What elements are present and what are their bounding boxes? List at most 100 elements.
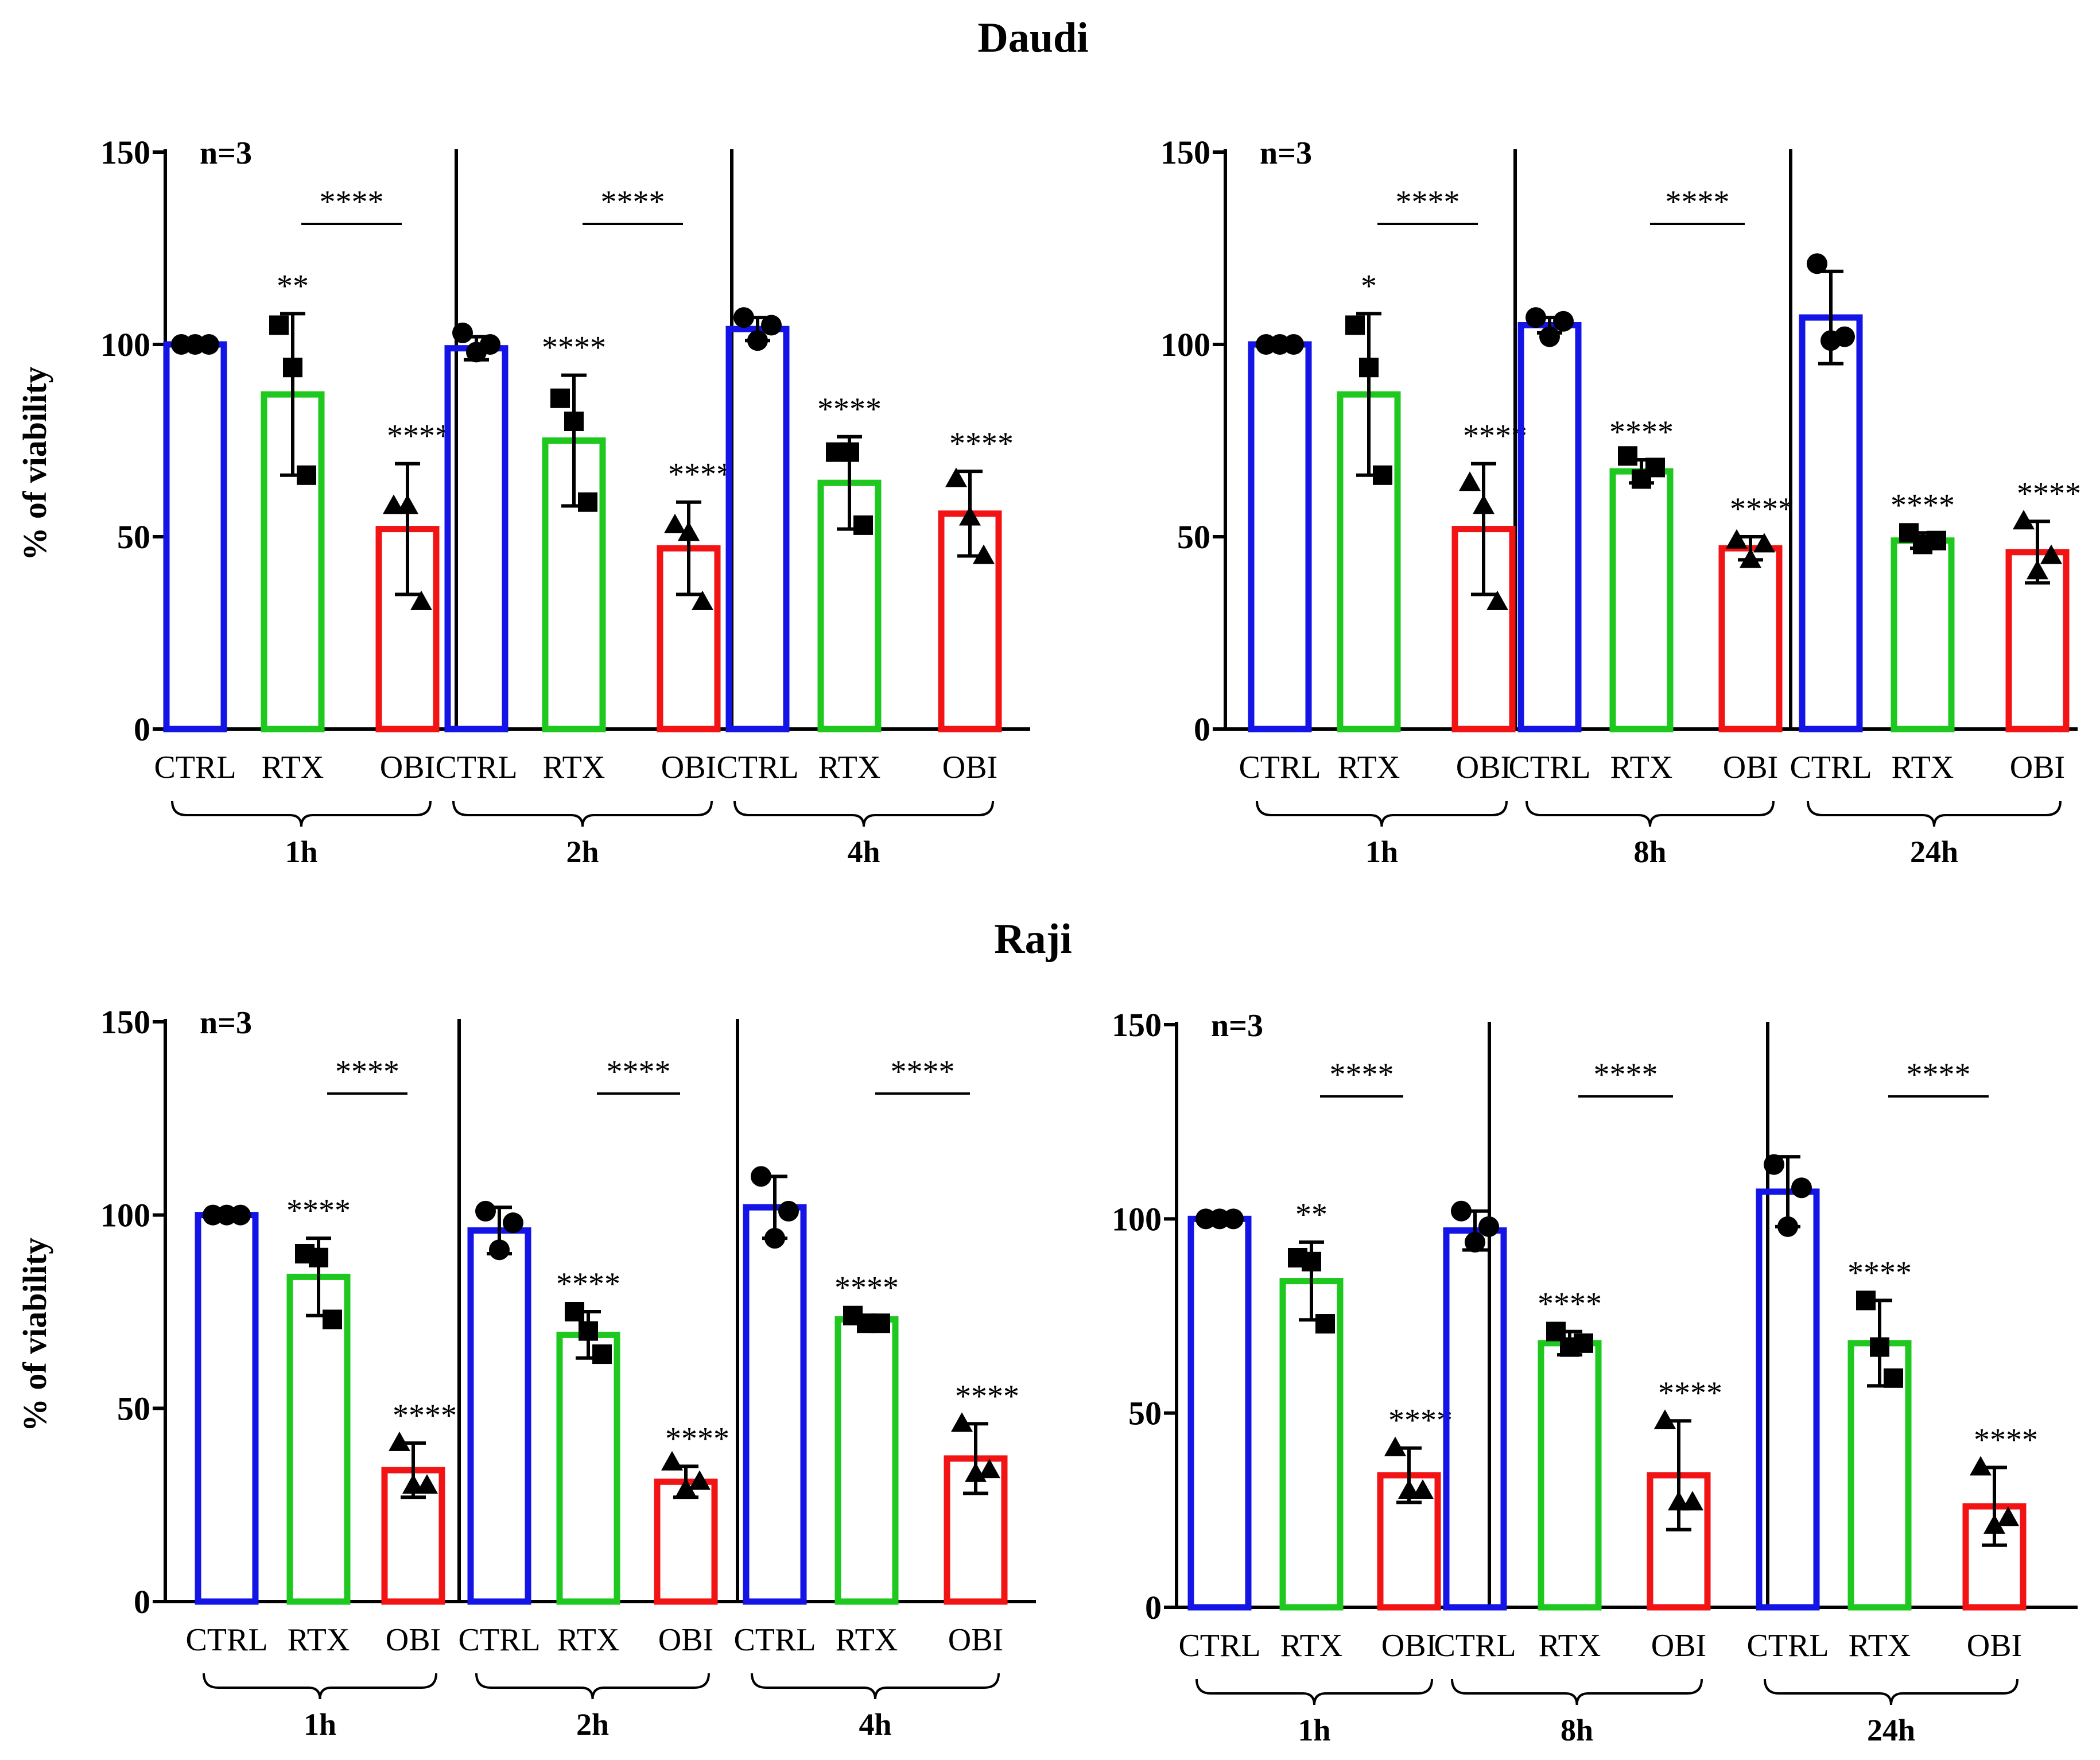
data-point-square [283,358,302,378]
data-point-triangle [383,494,405,514]
x-tick-label: RTX [1892,750,1954,785]
data-point-triangle [1459,471,1481,491]
data-point-circle [1451,1200,1472,1222]
significance-label: **** [1891,487,1955,523]
x-tick-label: OBI [2010,750,2065,785]
time-group-label: 1h [304,1707,336,1742]
n-annotation: n=3 [200,135,252,171]
time-group-brace [1764,1678,2019,1705]
data-point-square [1618,446,1637,466]
bar-ctrl-1h [1248,341,1312,732]
y-tick-label: 50 [1128,1395,1162,1432]
time-group-brace [733,800,994,827]
time-group-label: 4h [847,835,880,869]
bar-rtx-8h [1609,468,1674,732]
data-point-square [592,1344,612,1364]
data-point-triangle [979,1459,1000,1479]
data-point-triangle [1384,1436,1406,1456]
data-point-triangle [1726,529,1748,549]
data-point-circle [733,307,754,328]
data-point-circle [1553,311,1574,332]
time-group-brace [1807,800,2062,827]
y-axis-label: % of viability [16,366,53,560]
significance-label: **** [665,1421,729,1456]
time-group-label: 1h [285,835,317,869]
time-group-brace [1451,1678,1703,1705]
time-group-label: 4h [859,1707,891,1742]
x-tick-label: OBI [1967,1628,2022,1664]
y-tick-label: 150 [1112,1006,1162,1044]
data-point-triangle [959,506,981,526]
data-point-triangle [402,1474,424,1494]
data-point-square [565,1302,584,1321]
bracket-significance: **** [1396,184,1460,220]
time-group-brace [452,800,713,827]
time-group-brace [751,1673,1000,1700]
data-point-triangle [2027,560,2048,580]
significance-label: **** [1609,414,1674,450]
x-tick-label: RTX [818,750,881,785]
data-point-square [871,1313,890,1333]
y-axis-label: % of viability [16,1238,53,1432]
x-tick-label: OBI [386,1622,441,1658]
data-point-square [853,515,873,535]
chart-panel-1: 0 50 100 150 % of viability n=3 CTRL ** RTX **** O… [16,134,1030,869]
data-point-square [297,465,316,485]
significance-label: **** [556,1266,620,1302]
x-tick-label: RTX [1849,1628,1911,1664]
bar-obi-8h [1718,545,1783,732]
time-group-brace [1256,800,1508,827]
data-point-circle [230,1204,251,1226]
data-point-triangle [1486,590,1508,610]
y-tick-label: 0 [1194,711,1210,748]
data-point-triangle [1473,494,1495,514]
bracket-significance: **** [607,1054,671,1090]
data-point-triangle [973,544,995,564]
data-point-circle [452,322,473,343]
data-point-square [1574,1333,1593,1353]
x-tick-label: OBI [661,750,716,785]
data-point-circle [761,315,782,336]
data-point-triangle [1740,548,1761,568]
time-group-label: 1h [1365,835,1398,869]
x-tick-label: CTRL [1508,750,1590,785]
x-tick-label: CTRL [1239,750,1321,785]
data-point-triangle [689,1470,711,1490]
n-annotation: n=3 [200,1005,252,1041]
bracket-significance: **** [1594,1057,1658,1092]
data-point-circle [503,1212,523,1234]
y-tick-label: 100 [1112,1200,1162,1238]
data-point-triangle [2013,510,2035,530]
bracket-significance: **** [335,1054,399,1090]
bar-rtx-2h [556,1331,620,1605]
data-point-circle [1478,1216,1499,1237]
x-tick-label: RTX [836,1622,898,1658]
significance-label: **** [1538,1286,1602,1322]
significance-label: **** [1847,1255,1912,1290]
data-point-triangle [1983,1514,2005,1534]
significance-label: **** [955,1378,1019,1414]
data-point-circle [1791,1177,1812,1199]
y-tick-label: 150 [100,1003,150,1041]
significance-label: **** [1463,418,1527,454]
bar-ctrl-4h [743,1204,807,1605]
significance-label: ** [1295,1197,1327,1232]
data-point-square [1884,1368,1903,1388]
y-tick-label: 50 [117,518,150,556]
data-point-triangle [2040,544,2062,564]
data-point-circle [475,1200,496,1222]
data-point-circle [1777,1216,1798,1237]
bar-ctrl-1h [1187,1215,1252,1611]
data-point-square [269,315,289,335]
data-point-triangle [1668,1491,1690,1511]
bracket-significance: **** [1907,1057,1971,1092]
time-group-label: 1h [1298,1713,1330,1747]
x-tick-label: OBI [1723,750,1778,785]
data-point-circle [1283,334,1304,355]
data-point-triangle [945,467,967,487]
bracket-significance: **** [320,184,384,220]
significance-label: **** [1974,1422,2038,1457]
data-point-square [1302,1251,1321,1271]
data-point-triangle [1682,1491,1703,1511]
data-point-square [1373,465,1392,485]
